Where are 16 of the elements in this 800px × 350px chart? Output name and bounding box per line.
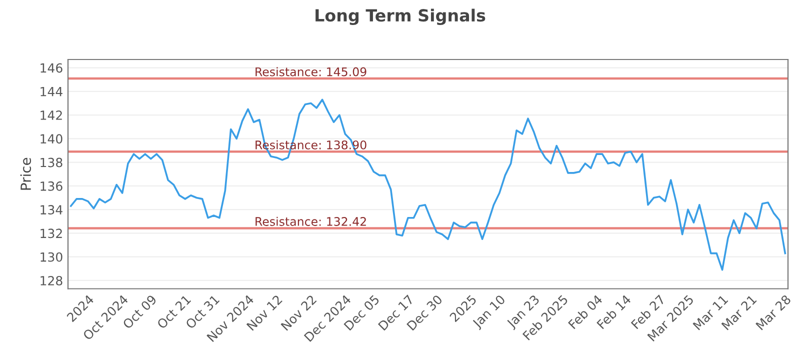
y-tick-label: 144 bbox=[40, 87, 62, 96]
y-tick-label: 138 bbox=[40, 158, 62, 168]
y-tick-label: 128 bbox=[40, 276, 62, 286]
y-tick-label: 136 bbox=[40, 181, 62, 191]
y-tick-label: 132 bbox=[40, 228, 62, 238]
ref-line-label: Resistance: 132.42 bbox=[256, 216, 366, 226]
x-tick-label: Mar 28 bbox=[755, 294, 792, 330]
chart-title: Long Term Signals bbox=[316, 8, 486, 26]
line-series bbox=[70, 98, 786, 271]
y-tick-label: 142 bbox=[40, 110, 62, 120]
y-tick-label: 140 bbox=[40, 134, 62, 144]
y-tick-label: 146 bbox=[40, 63, 62, 73]
y-axis-title: Price bbox=[20, 158, 32, 190]
y-tick-label: 134 bbox=[40, 205, 62, 215]
y-tick-label: 130 bbox=[40, 252, 62, 262]
ref-line-label: Resistance: 145.09 bbox=[256, 67, 366, 76]
